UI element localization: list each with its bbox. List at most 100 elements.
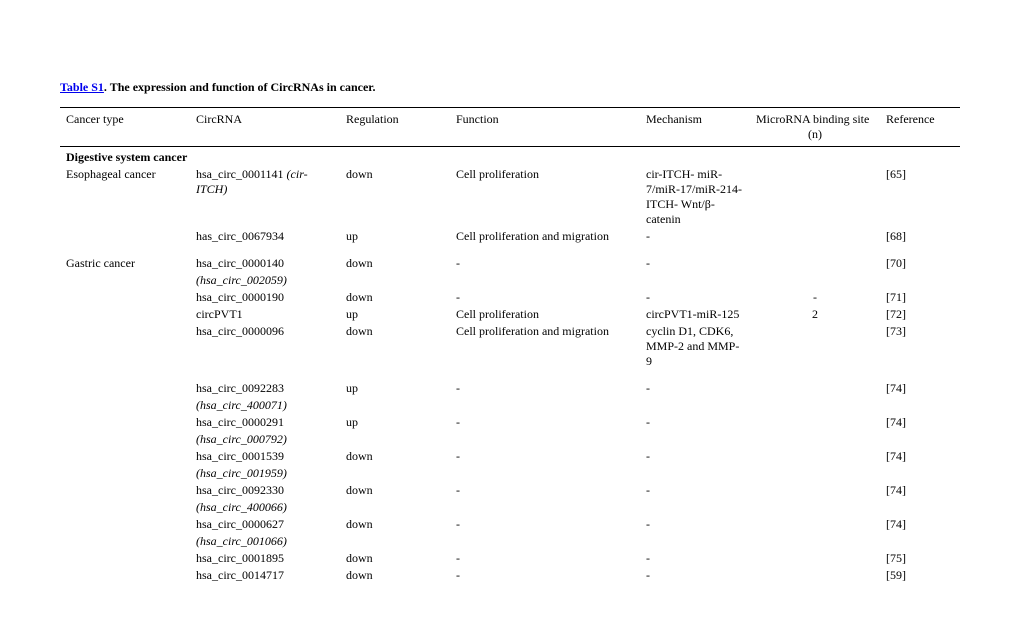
cell-binding (750, 166, 880, 228)
cell-binding (750, 323, 880, 370)
cell-binding (750, 516, 880, 533)
cell-reference: [59] (880, 567, 960, 584)
cell-regulation: down (340, 166, 450, 228)
cell-cancer (60, 448, 190, 465)
cell-regulation: down (340, 550, 450, 567)
cell-regulation: down (340, 516, 450, 533)
cell-reference: [74] (880, 516, 960, 533)
cell-circrna-alt: (hsa_circ_400066) (190, 499, 340, 516)
cell-binding (750, 380, 880, 397)
cell-reference: [72] (880, 306, 960, 323)
spacer-row (60, 370, 960, 380)
cell-function: - (450, 567, 640, 584)
cell-cancer (60, 482, 190, 499)
cell-cancer (60, 550, 190, 567)
col-header-circrna: CircRNA (190, 108, 340, 147)
cell-binding: 2 (750, 306, 880, 323)
cell-cancer: Gastric cancer (60, 255, 190, 272)
cell-regulation: down (340, 567, 450, 584)
cell-reference: [68] (880, 228, 960, 245)
cell-binding (750, 228, 880, 245)
cell-reference: [70] (880, 255, 960, 272)
cell-cancer (60, 228, 190, 245)
cell-binding (750, 482, 880, 499)
cell-function: - (450, 482, 640, 499)
table-row: hsa_circ_0001539down--[74] (60, 448, 960, 465)
section-row: Digestive system cancer (60, 147, 960, 167)
cell-cancer (60, 289, 190, 306)
cell-circrna: hsa_circ_0092283 (190, 380, 340, 397)
col-header-binding: MicroRNA binding site (n) (750, 108, 880, 147)
cell-circrna: hsa_circ_0014717 (190, 567, 340, 584)
col-header-mechanism: Mechanism (640, 108, 750, 147)
col-header-cancer: Cancer type (60, 108, 190, 147)
cell-cancer (60, 516, 190, 533)
cell-function: - (450, 550, 640, 567)
table-row: hsa_circ_0000190down---[71] (60, 289, 960, 306)
table-title-rest: . The expression and function of CircRNA… (104, 80, 376, 94)
table-row-alt: (hsa_circ_001066) (60, 533, 960, 550)
cell-circrna: hsa_circ_0001141 (cir-ITCH) (190, 166, 340, 228)
table-row: hsa_circ_0000627down--[74] (60, 516, 960, 533)
section-label: Digestive system cancer (60, 147, 960, 167)
cell-function: Cell proliferation and migration (450, 228, 640, 245)
cell-regulation: up (340, 306, 450, 323)
cell-regulation: down (340, 255, 450, 272)
cell-reference: [74] (880, 380, 960, 397)
cell-mechanism: - (640, 289, 750, 306)
col-header-binding-sub: (n) (756, 127, 874, 142)
cell-reference: [74] (880, 448, 960, 465)
cell-mechanism: - (640, 567, 750, 584)
cell-reference: [75] (880, 550, 960, 567)
cell-mechanism: circPVT1-miR-125 (640, 306, 750, 323)
table-row: hsa_circ_0000096downCell proliferation a… (60, 323, 960, 370)
cell-mechanism: - (640, 516, 750, 533)
cell-cancer (60, 567, 190, 584)
cell-cancer (60, 323, 190, 370)
cell-circrna-alt: (hsa_circ_001959) (190, 465, 340, 482)
table-header-row: Cancer type CircRNA Regulation Function … (60, 108, 960, 147)
table-row: hsa_circ_0014717down--[59] (60, 567, 960, 584)
cell-function: - (450, 516, 640, 533)
cell-regulation: up (340, 228, 450, 245)
cell-regulation: up (340, 414, 450, 431)
cell-function: - (450, 289, 640, 306)
table-row: hsa_circ_0092283up--[74] (60, 380, 960, 397)
cell-reference: [74] (880, 414, 960, 431)
table-row: hsa_circ_0092330down--[74] (60, 482, 960, 499)
col-header-function: Function (450, 108, 640, 147)
cell-circrna: hsa_circ_0000627 (190, 516, 340, 533)
cell-cancer (60, 414, 190, 431)
spacer-row (60, 245, 960, 255)
cell-circrna-alt: (hsa_circ_400071) (190, 397, 340, 414)
cell-circrna: hsa_circ_0001539 (190, 448, 340, 465)
cell-function: Cell proliferation (450, 166, 640, 228)
cell-regulation: up (340, 380, 450, 397)
cell-mechanism: - (640, 550, 750, 567)
cell-mechanism: - (640, 380, 750, 397)
cell-circrna-alt: (hsa_circ_001066) (190, 533, 340, 550)
cell-binding (750, 255, 880, 272)
circrna-table: Cancer type CircRNA Regulation Function … (60, 107, 960, 584)
table-row: hsa_circ_0001895down--[75] (60, 550, 960, 567)
cell-mechanism: - (640, 255, 750, 272)
table-title: Table S1. The expression and function of… (60, 80, 960, 95)
table-title-link[interactable]: Table S1 (60, 80, 104, 94)
table-row: hsa_circ_0000291up--[74] (60, 414, 960, 431)
cell-regulation: down (340, 448, 450, 465)
cell-regulation: down (340, 482, 450, 499)
cell-function: - (450, 448, 640, 465)
cell-circrna-alt: (hsa_circ_002059) (190, 272, 340, 289)
cell-reference: [73] (880, 323, 960, 370)
cell-cancer: Esophageal cancer (60, 166, 190, 228)
cell-circrna-alt: (hsa_circ_000792) (190, 431, 340, 448)
cell-mechanism: - (640, 448, 750, 465)
cell-mechanism: cir-ITCH- miR-7/miR-17/miR-214- ITCH- Wn… (640, 166, 750, 228)
table-row-alt: (hsa_circ_002059) (60, 272, 960, 289)
cell-circrna: hsa_circ_0000190 (190, 289, 340, 306)
table-row: has_circ_0067934upCell proliferation and… (60, 228, 960, 245)
table-row-alt: (hsa_circ_400071) (60, 397, 960, 414)
table-row-alt: (hsa_circ_000792) (60, 431, 960, 448)
cell-binding: - (750, 289, 880, 306)
cell-circrna: has_circ_0067934 (190, 228, 340, 245)
